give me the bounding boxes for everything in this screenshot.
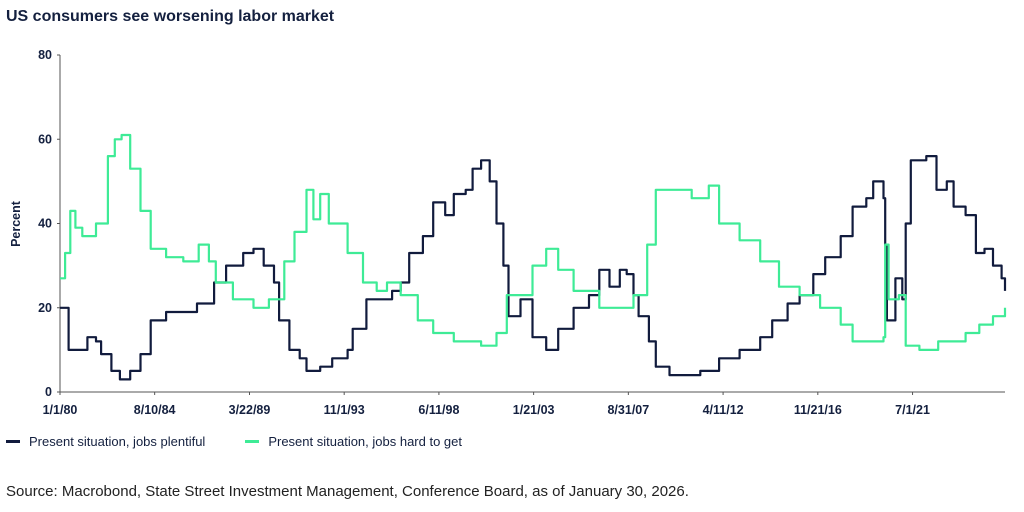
axes: 0 20 40 60 80 1/1/80 8/10/84 3/22/89 11/1/93 6/11… [38,48,1005,417]
x-tick-label: 6/11/98 [418,403,459,417]
series-line-jobs-hard-to-get [60,133,1007,351]
line-chart: 0 20 40 60 80 1/1/80 8/10/84 3/22/89 11/1/93 6/11… [9,48,1007,417]
legend: Present situation, jobs plentiful Presen… [6,434,462,449]
x-tick-label: 7/1/21 [895,403,930,417]
legend-swatch-plentiful [6,440,20,443]
series-lines [60,133,1007,381]
chart-title: US consumers see worsening labor market [6,8,335,25]
legend-label: Present situation, jobs plentiful [29,434,206,449]
legend-item-plentiful: Present situation, jobs plentiful [6,434,205,449]
x-tick-label: 1/21/03 [513,403,555,417]
legend-item-hard-to-get: Present situation, jobs hard to get [245,434,462,449]
y-tick-label: 0 [45,385,52,399]
y-tick-label: 60 [38,132,52,146]
legend-label: Present situation, jobs hard to get [268,434,463,449]
x-tick-label: 8/10/84 [134,403,176,417]
y-tick-label: 40 [38,217,52,231]
y-tick-label: 80 [38,48,52,62]
x-tick-label: 3/22/89 [229,403,271,417]
x-tick-label: 8/31/07 [607,403,649,417]
x-tick-label: 4/11/12 [703,403,744,417]
x-tick-label: 11/21/16 [794,403,842,417]
legend-swatch-hard-to-get [245,440,260,443]
x-tick-label: 11/1/93 [324,403,365,417]
y-tick-label: 20 [38,301,52,315]
source-note: Source: Macrobond, State Street Investme… [6,483,689,500]
y-axis-label: Percent [9,200,23,247]
x-tick-label: 1/1/80 [43,403,78,417]
